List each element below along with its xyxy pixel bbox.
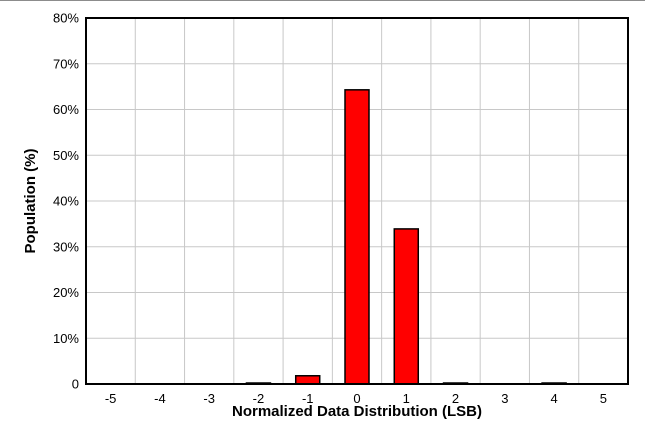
y-tick-label: 80% (53, 11, 79, 26)
x-tick-label: 3 (501, 391, 508, 406)
x-tick-label: 4 (550, 391, 557, 406)
y-tick-label: 20% (53, 285, 79, 300)
x-tick-label: 5 (600, 391, 607, 406)
x-tick-labels: -5 -4 -3 -2 -1 0 1 2 3 4 5 (105, 391, 607, 406)
x-tick-label: -5 (105, 391, 117, 406)
x-tick-label: -4 (154, 391, 166, 406)
x-tick-label: -1 (302, 391, 314, 406)
bars (245, 89, 567, 385)
bar-0 (344, 89, 370, 385)
y-tick-label: 40% (53, 194, 79, 209)
x-tick-label: 2 (452, 391, 459, 406)
y-tick-label: 10% (53, 331, 79, 346)
y-tick-label: 0 (72, 377, 79, 392)
x-tick-label: 0 (353, 391, 360, 406)
y-tick-label: 30% (53, 239, 79, 254)
x-tick-label: 1 (403, 391, 410, 406)
top-rule (0, 0, 645, 1)
y-tick-labels: 0 10% 20% 30% 40% 50% 60% 70% 80% (53, 11, 79, 392)
x-tick-label: -3 (203, 391, 215, 406)
grid-lines (86, 18, 628, 384)
plot-frame (85, 17, 629, 385)
y-axis-title: Population (%) (22, 149, 39, 254)
bar--1 (294, 375, 321, 385)
y-tick-label: 70% (53, 56, 79, 71)
y-tick-label: 60% (53, 102, 79, 117)
bar-1 (393, 228, 420, 385)
x-axis-title: Normalized Data Distribution (LSB) (232, 403, 482, 420)
x-tick-label: -2 (253, 391, 265, 406)
y-tick-label: 50% (53, 148, 79, 163)
